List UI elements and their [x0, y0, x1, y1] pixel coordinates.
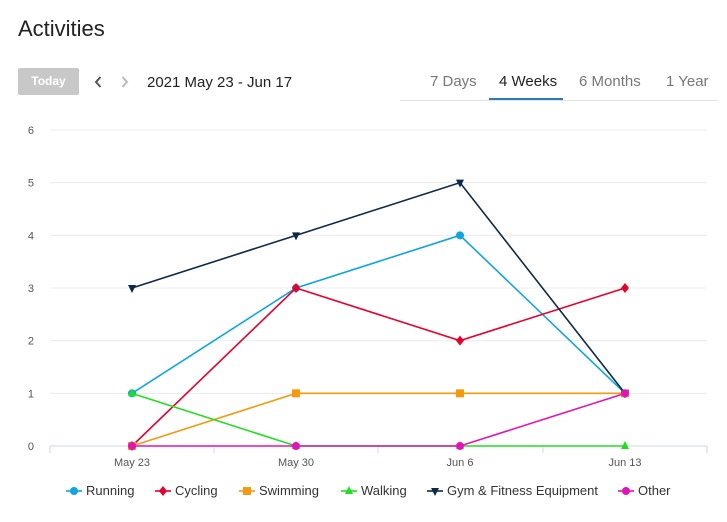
period-tabs: 7 Days 4 Weeks 6 Months 1 Year — [400, 60, 718, 101]
chart-legend: Running Cycling Swimming Walking Gym & Fitne… — [0, 483, 727, 503]
x-tick-label: May 30 — [278, 457, 314, 469]
series-line-1 — [131, 287, 626, 447]
tab-6-months[interactable]: 6 Months — [579, 73, 641, 90]
legend-marker-shape — [70, 486, 78, 495]
legend-label: Swimming — [259, 483, 319, 498]
page-title: Activities — [18, 16, 105, 41]
x-tick-label: Jun 6 — [447, 457, 474, 469]
x-tick-label: May 23 — [114, 457, 150, 469]
activity-line-chart: 0 1 2 3 4 5 6 May 23 May 30 Jun 6 Jun 13 — [28, 125, 708, 469]
active-tab-indicator — [489, 98, 563, 100]
legend-label: Running — [86, 483, 135, 498]
data-point-2-2 — [456, 389, 464, 398]
legend-label: Cycling — [175, 483, 218, 498]
legend-marker-shape — [243, 486, 251, 495]
data-point-1-3 — [621, 283, 629, 293]
y-tick-label: 3 — [28, 283, 34, 295]
legend-marker-shape — [345, 485, 353, 494]
tab-4-weeks[interactable]: 4 Weeks — [499, 73, 558, 90]
legend-item[interactable]: Cycling — [155, 483, 218, 498]
data-point-3-3 — [621, 441, 629, 449]
series-line-3 — [131, 392, 625, 447]
y-tick-label: 2 — [28, 336, 34, 348]
data-point-5-0 — [128, 442, 136, 450]
data-point-4-1 — [292, 232, 300, 241]
legend-marker — [239, 486, 255, 495]
series-line-2 — [131, 392, 625, 447]
y-tick-label: 6 — [28, 125, 34, 137]
data-point-2-1 — [292, 389, 300, 398]
data-point-5-1 — [292, 442, 300, 450]
legend-marker — [341, 485, 357, 494]
legend-marker — [155, 485, 171, 496]
legend-item[interactable]: Running — [66, 483, 134, 498]
legend-item[interactable]: Gym & Fitness Equipment — [427, 483, 598, 498]
tab-1-year[interactable]: 1 Year — [666, 73, 709, 90]
y-tick-label: 1 — [28, 388, 34, 400]
date-range-label: 2021 May 23 - Jun 17 — [147, 74, 293, 91]
legend-marker — [618, 486, 634, 495]
legend-label: Gym & Fitness Equipment — [447, 483, 598, 498]
data-point-1-2 — [456, 335, 464, 346]
y-tick-label: 4 — [28, 230, 34, 242]
series-line-4 — [131, 181, 626, 394]
legend-marker — [66, 486, 82, 495]
data-point-5-2 — [456, 442, 464, 450]
legend-label: Walking — [361, 483, 407, 498]
legend-marker-shape — [159, 485, 167, 496]
data-point-5-3 — [621, 389, 629, 398]
legend-item[interactable]: Other — [618, 483, 671, 498]
legend-item[interactable]: Walking — [341, 483, 407, 498]
legend-label: Other — [638, 483, 671, 498]
data-point-4-0 — [128, 285, 136, 293]
today-button[interactable]: Today — [18, 68, 79, 95]
legend-marker — [427, 487, 443, 496]
data-point-0-2 — [456, 231, 464, 240]
series-line-5 — [132, 392, 626, 447]
chevron-left-icon[interactable] — [90, 72, 106, 92]
data-point-1-1 — [292, 283, 300, 293]
y-tick-label: 0 — [28, 441, 34, 453]
tab-7-days[interactable]: 7 Days — [430, 73, 477, 90]
chevron-right-icon[interactable] — [117, 72, 133, 92]
data-point-3-0 — [128, 388, 136, 397]
data-point-4-2 — [456, 179, 464, 188]
legend-marker-shape — [622, 486, 630, 495]
legend-item[interactable]: Swimming — [239, 483, 319, 498]
legend-marker-shape — [431, 487, 439, 496]
x-tick-label: Jun 13 — [608, 457, 641, 469]
y-tick-label: 5 — [28, 178, 34, 190]
